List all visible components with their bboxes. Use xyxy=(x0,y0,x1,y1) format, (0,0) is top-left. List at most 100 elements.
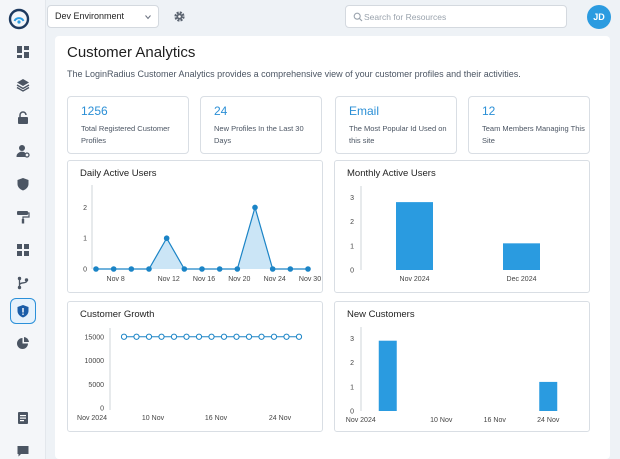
data-point xyxy=(283,333,290,340)
user-settings-icon xyxy=(16,145,30,158)
shield-alert-icon xyxy=(17,305,29,318)
data-point xyxy=(93,266,99,272)
data-point xyxy=(287,266,294,272)
stat-value: 12 xyxy=(482,104,496,118)
search-input[interactable] xyxy=(364,8,559,25)
x-tick-label: 16 Nov xyxy=(205,415,228,422)
x-tick-label: Dec 2024 xyxy=(507,276,537,283)
chart-card-monthly-active-users: Monthly Active Users 0 1 2 3 Nov 2024 Dec 202… xyxy=(334,160,590,293)
stat-label: Team Members Managing This Site xyxy=(482,124,585,145)
document-icon xyxy=(18,412,28,424)
y-tick-label: 2 xyxy=(83,205,87,212)
sidebar-item-analytics[interactable] xyxy=(11,331,35,355)
pie-chart-icon xyxy=(17,337,29,349)
sidebar-item-support[interactable] xyxy=(11,439,35,459)
y-tick-label: 0 xyxy=(350,409,354,416)
x-tick-label: Nov 2024 xyxy=(400,276,430,283)
main-panel: Customer Analytics The LoginRadius Custo… xyxy=(55,36,610,459)
data-point xyxy=(220,333,228,340)
y-tick-label: 15000 xyxy=(85,334,105,341)
data-point xyxy=(199,266,205,272)
data-point xyxy=(145,333,153,340)
data-point xyxy=(170,333,178,340)
stat-label: New Profiles In the Last 30 Days xyxy=(214,124,304,145)
sidebar-item-insights[interactable] xyxy=(10,298,36,324)
paint-roller-icon xyxy=(17,211,30,224)
gear-icon[interactable] xyxy=(173,10,186,23)
sidebar-item-users[interactable] xyxy=(11,139,35,163)
chevron-down-icon xyxy=(145,15,151,20)
sidebar-item-dashboard[interactable] xyxy=(11,40,35,64)
y-tick-label: 1 xyxy=(350,243,354,250)
data-point xyxy=(269,266,276,272)
sidebar-item-workflows[interactable] xyxy=(11,271,35,295)
data-point xyxy=(270,333,278,340)
sidebar-item-protection[interactable] xyxy=(11,172,35,196)
shield-icon xyxy=(17,178,29,191)
data-point xyxy=(181,266,188,272)
customer-growth-chart: 0 5000 10000 15000 Nov 2024 10 Nov 16 Nov 24 No… xyxy=(77,328,303,422)
y-tick-label: 10000 xyxy=(85,358,105,365)
sidebar-item-layers[interactable] xyxy=(11,73,35,97)
chart-title: Daily Active Users xyxy=(80,168,157,179)
x-tick-label: Nov 8 xyxy=(107,276,125,283)
stat-card-total-profiles: 1256 Total Registered Customer Profiles xyxy=(67,96,189,154)
data-point xyxy=(128,266,135,272)
new-customers-chart: 0 1 2 3 Nov 2024 10 Nov 16 Nov 24 Nov xyxy=(346,327,560,424)
y-tick-label: 3 xyxy=(350,195,354,202)
y-tick-label: 0 xyxy=(83,267,87,274)
avatar[interactable]: JD xyxy=(587,5,611,29)
x-tick-label: Nov 30 xyxy=(299,276,321,283)
layers-icon xyxy=(16,79,30,92)
environment-select[interactable]: Dev Environment xyxy=(47,5,159,28)
environment-select-value: Dev Environment xyxy=(55,11,125,21)
data-point xyxy=(305,266,311,272)
chart-title: New Customers xyxy=(347,309,415,320)
chat-icon xyxy=(17,446,29,457)
y-tick-label: 5000 xyxy=(88,382,104,389)
y-tick-label: 1 xyxy=(83,236,87,243)
search-box[interactable] xyxy=(345,5,567,28)
area-fill xyxy=(96,207,308,269)
monthly-active-users-chart: 0 1 2 3 Nov 2024 Dec 2024 xyxy=(350,186,540,283)
y-tick-label: 3 xyxy=(350,336,354,343)
bar xyxy=(378,340,397,411)
data-point xyxy=(110,266,117,272)
search-icon xyxy=(353,12,363,22)
sidebar-item-security[interactable] xyxy=(11,106,35,130)
data-point xyxy=(295,333,303,340)
x-tick-label: Nov 24 xyxy=(264,276,286,283)
daily-active-users-chart: 0 1 2 Nov 8 Nov 12 Nov 16 Nov 20 Nov 24 Nov 30 xyxy=(83,185,321,283)
x-tick-label: 24 Nov xyxy=(537,417,560,424)
sidebar-item-apps[interactable] xyxy=(11,238,35,262)
stat-label: Total Registered Customer Profiles xyxy=(81,124,170,145)
data-point xyxy=(120,333,128,340)
sidebar-item-docs[interactable] xyxy=(11,406,35,430)
data-point xyxy=(163,235,170,242)
stat-card-popular-id: Email The Most Popular Id Used on this s… xyxy=(335,96,457,154)
data-point xyxy=(233,333,240,340)
data-point xyxy=(216,266,223,272)
stat-label: The Most Popular Id Used on this site xyxy=(349,124,447,145)
data-point xyxy=(252,204,258,211)
apps-icon xyxy=(17,244,29,256)
y-tick-label: 0 xyxy=(350,268,354,275)
page-description: The LoginRadius Customer Analytics provi… xyxy=(67,69,521,79)
data-point xyxy=(245,333,253,340)
data-point xyxy=(133,333,140,340)
x-tick-label: Nov 12 xyxy=(158,276,180,283)
loginradius-logo-icon[interactable] xyxy=(8,8,30,30)
x-tick-label: Nov 16 xyxy=(193,276,215,283)
chart-title: Customer Growth xyxy=(80,309,155,320)
x-tick-label: Nov 20 xyxy=(228,276,250,283)
stat-value: 24 xyxy=(214,104,228,118)
x-tick-label: 10 Nov xyxy=(142,415,165,422)
data-point xyxy=(158,333,165,340)
sidebar-item-branding[interactable] xyxy=(11,205,35,229)
chart-card-new-customers: New Customers 0 1 2 3 Nov 2024 10 Nov 16 Nov 24… xyxy=(334,301,590,432)
data-point xyxy=(234,266,241,272)
bar xyxy=(539,381,558,411)
x-tick-label: Nov 2024 xyxy=(77,415,107,422)
x-tick-label: 10 Nov xyxy=(430,417,453,424)
dashboard-icon xyxy=(17,46,29,58)
